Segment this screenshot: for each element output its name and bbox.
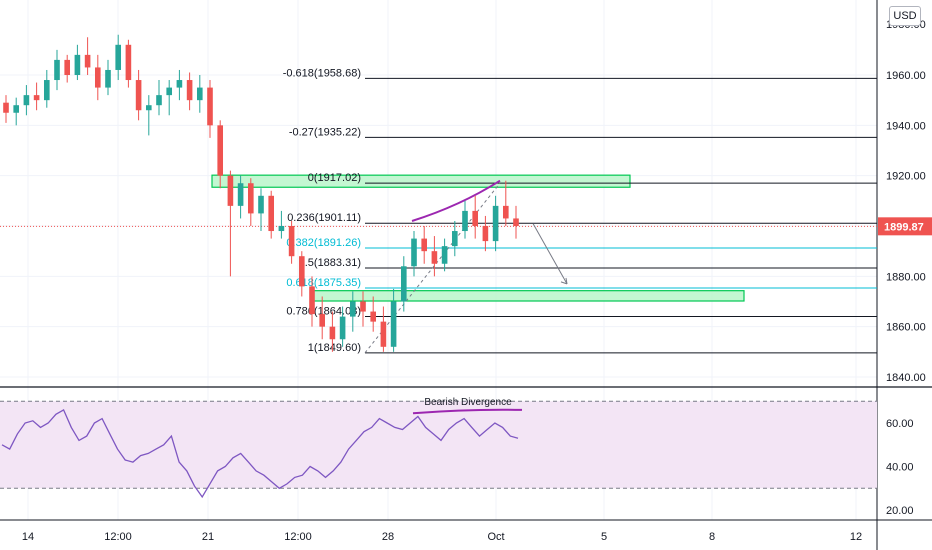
currency-badge[interactable]: USD [889, 6, 921, 26]
fib-level-label: -0.618(1958.68) [283, 67, 361, 79]
candle-body [207, 87, 213, 126]
candle-body [176, 80, 183, 88]
candle-body [380, 321, 387, 347]
candle-body [125, 44, 132, 81]
candle-body [421, 238, 428, 252]
candle-body [258, 195, 264, 214]
candle-body [339, 316, 346, 340]
candle-body [349, 301, 356, 317]
rsi-line [1, 408, 519, 499]
fib-level-label: 0.382(1891.26) [286, 237, 361, 249]
projection-arrow-line [532, 223, 568, 285]
time-tick-label: 14 [22, 531, 34, 543]
price-axis[interactable]: 1960.001940.001920.001900.001880.001860.… [878, 70, 932, 384]
rsi-tick-label: 40.00 [886, 462, 914, 474]
candle-body [268, 195, 275, 232]
time-tick-label: 5 [601, 531, 607, 543]
candle-body [115, 44, 122, 70]
candle-body [217, 125, 224, 176]
rsi-tick-label: 20.00 [886, 505, 914, 517]
price-tick-label: 1920.00 [886, 171, 926, 183]
candle-body [278, 226, 285, 232]
candle-body [13, 105, 20, 113]
candle-body [390, 301, 397, 347]
price-divergence-line [411, 179, 501, 222]
candle-body [411, 238, 417, 267]
candle-body [441, 246, 448, 264]
time-axis[interactable]: 14 12:00 21 12:00 28 Oct 5 8 12 [22, 531, 862, 543]
candle-body [492, 205, 499, 242]
candle-body [451, 231, 458, 247]
candle-body [400, 266, 407, 302]
resistance-zone[interactable] [211, 174, 631, 188]
candle-body [227, 175, 234, 206]
candle-body [502, 205, 509, 219]
candle-body [156, 95, 162, 106]
time-tick-label: 12 [850, 531, 862, 543]
time-tick-label: 12:00 [104, 531, 132, 543]
candle-body [166, 87, 173, 96]
price-tick-label: 1960.00 [886, 70, 926, 82]
candle-body [74, 54, 81, 75]
fib-level-label: 1(1849.60) [308, 342, 361, 354]
candle-body [298, 256, 305, 287]
time-tick-label: 28 [382, 531, 394, 543]
candle-body [431, 251, 438, 264]
candle-body [237, 183, 244, 206]
rsi-divergence-line [412, 408, 523, 415]
time-tick-label: 12:00 [284, 531, 312, 543]
candle-body [360, 301, 366, 312]
candle-body [462, 210, 468, 232]
candle-body [3, 102, 9, 113]
candle-body [84, 54, 91, 68]
current-price-badge [878, 217, 932, 236]
rsi-panel [0, 400, 877, 499]
fib-level-label: 0(1917.02) [308, 172, 361, 184]
bearish-divergence-label: Bearish Divergence [424, 397, 512, 408]
candles [3, 34, 519, 352]
price-tick-label: 1940.00 [886, 120, 926, 132]
rsi-band [0, 401, 877, 489]
time-tick-label: Oct [487, 531, 504, 543]
candle-body [145, 105, 152, 111]
candle-body [370, 311, 377, 322]
candle-body [135, 80, 142, 111]
rsi-axis: 60.00 40.00 20.00 [886, 418, 914, 517]
candle-body [23, 95, 30, 106]
price-tick-label: 1840.00 [886, 372, 926, 384]
candle-body [196, 87, 203, 101]
candle-body [186, 80, 193, 101]
candle-body [329, 326, 336, 340]
time-tick-label: 8 [709, 531, 715, 543]
candle-body [472, 210, 479, 226]
fib-level-label: 0.236(1901.11) [287, 212, 361, 224]
candle-body [105, 69, 111, 88]
fib-retracement[interactable]: -0.618(1958.68) -0.27(1935.22) 0(1917.02) 0… [0, 67, 877, 354]
candle-body [288, 226, 295, 257]
candle-body [54, 59, 60, 81]
price-tick-label: 1880.00 [886, 271, 926, 283]
support-zone[interactable] [311, 290, 745, 302]
rsi-tick-label: 60.00 [886, 418, 914, 430]
candle-body [94, 67, 101, 88]
candle-body [309, 286, 315, 315]
candle-body [64, 59, 71, 75]
candle-body [33, 95, 40, 101]
current-price-label: 1899.87 [884, 221, 924, 233]
candle-body [513, 218, 519, 226]
zones[interactable] [211, 174, 745, 302]
candle-body [43, 80, 50, 101]
candle-body [247, 183, 254, 214]
fib-level-label: -0.27(1935.22) [289, 126, 361, 138]
candle-body [482, 226, 489, 242]
candle-body [319, 314, 326, 327]
price-tick-label: 1860.00 [886, 322, 926, 334]
projection-arrow-icon [560, 277, 568, 285]
fib-level-label: 0.5(1883.31) [299, 257, 361, 269]
fib-level-label: 0.618(1875.35) [286, 277, 361, 289]
time-tick-label: 21 [202, 531, 214, 543]
